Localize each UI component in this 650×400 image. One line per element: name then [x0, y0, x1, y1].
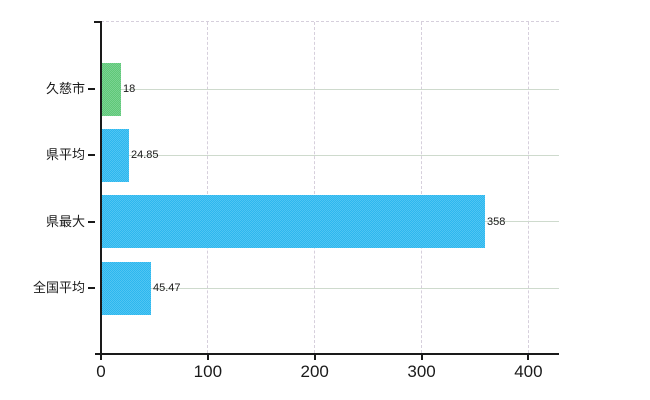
category-label: 久慈市 — [45, 81, 85, 96]
category-tick — [88, 154, 95, 157]
x-axis-tick — [100, 355, 102, 360]
bar — [102, 261, 151, 315]
plot-area: 18 久慈市 24.85 県平均 358 県最大 45.47 全国平均 0 100 200 300 40… — [33, 21, 559, 380]
x-axis-tick — [206, 355, 209, 360]
x-axis-tick-label: 200 — [300, 362, 329, 381]
bar-value-label: 24.85 — [131, 149, 159, 162]
category-tick — [88, 287, 95, 289]
plot-top-border — [101, 21, 559, 22]
x-axis-tick — [527, 355, 530, 360]
vertical-gridline — [314, 22, 316, 353]
category-label: 県最大 — [45, 213, 85, 229]
horizontal-gridline — [101, 88, 559, 90]
x-axis-tick — [313, 355, 316, 360]
category-tick — [88, 88, 95, 90]
x-axis-line — [95, 353, 559, 355]
category-label: 全国平均 — [32, 280, 85, 295]
x-axis-tick-label: 400 — [514, 362, 543, 381]
bar — [102, 195, 485, 249]
vertical-gridline — [421, 22, 423, 353]
vertical-gridline — [207, 22, 209, 353]
vertical-gridline — [527, 22, 529, 353]
y-axis-top-tick — [94, 21, 100, 23]
horizontal-gridline — [101, 287, 559, 289]
x-axis-tick — [420, 355, 423, 360]
category-label: 県平均 — [45, 147, 85, 163]
bar-value-label: 358 — [487, 215, 506, 228]
y-axis-line — [100, 21, 102, 355]
horizontal-gridline — [101, 154, 559, 156]
bar-value-label: 18 — [123, 83, 136, 95]
bar — [102, 128, 129, 182]
category-tick — [88, 220, 95, 223]
x-axis-tick-label: 100 — [193, 362, 223, 381]
bar — [102, 62, 121, 116]
x-axis-tick-label: 0 — [96, 362, 106, 381]
bar-value-label: 45.47 — [153, 282, 181, 294]
x-axis-tick-label: 300 — [407, 362, 436, 381]
